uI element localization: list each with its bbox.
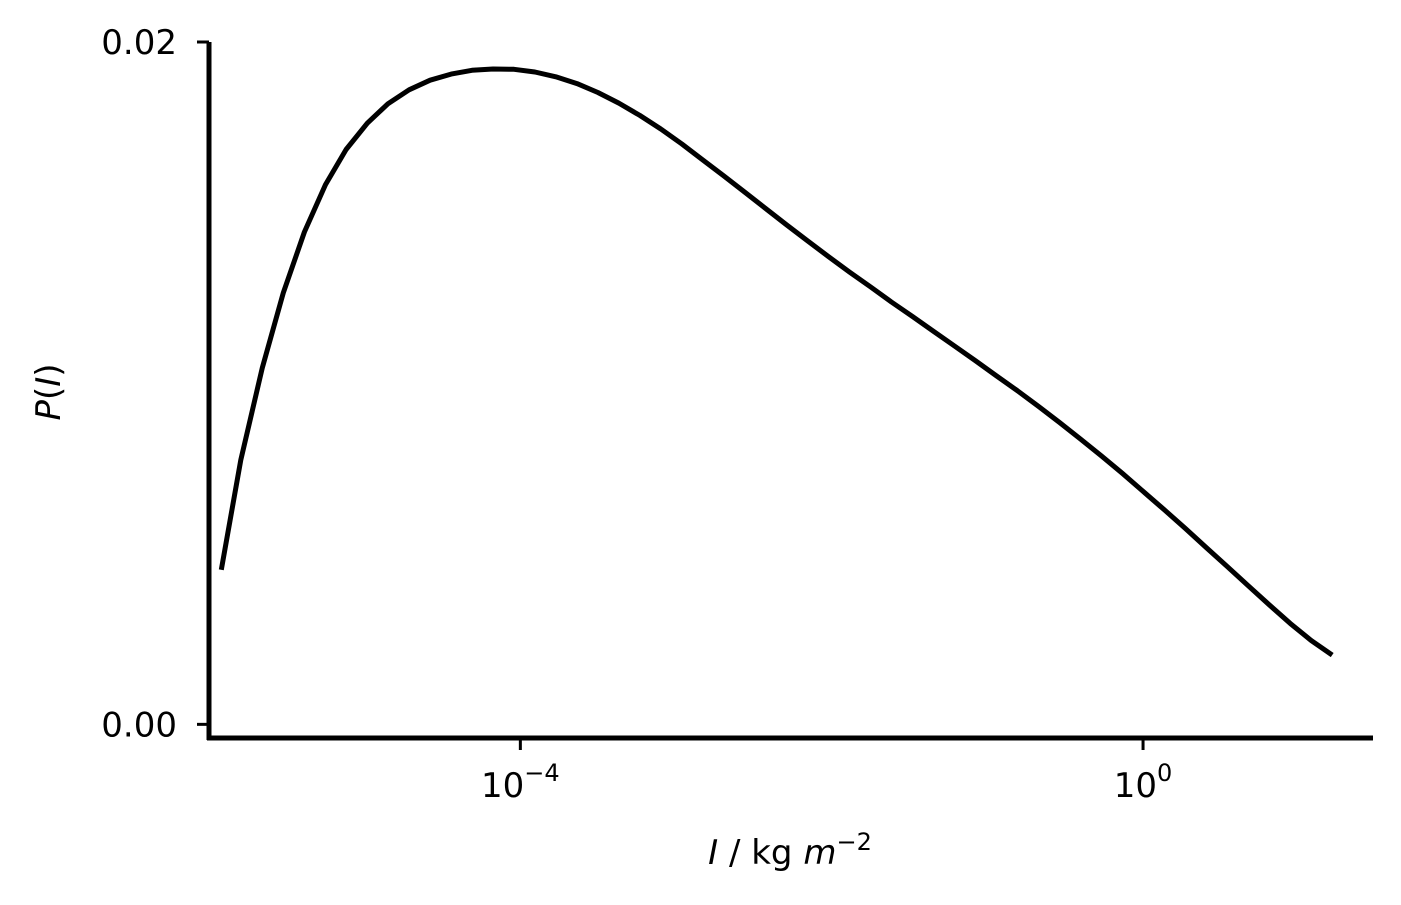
plot-area — [218, 66, 1334, 658]
x-tick-label: 100 — [1114, 759, 1173, 806]
x-axis-label-text: / kg — [718, 833, 803, 873]
y-tick-label: 0.00 — [101, 705, 177, 745]
x-tick-label-exp: −4 — [524, 759, 559, 787]
x-axis-label-var: I — [708, 833, 718, 873]
y-axis-label-paren-open: ( — [29, 387, 69, 400]
y-axis-label-close: ) — [29, 363, 69, 376]
y-axis-label-var: I — [29, 377, 69, 387]
x-axis-label-unit-exp: −2 — [836, 828, 871, 856]
x-tick-label: 10−4 — [481, 759, 560, 806]
x-axis-label: I / kg m−2 — [708, 828, 872, 873]
y-axis-label: P(I) — [29, 363, 69, 420]
axes — [206, 42, 1373, 741]
x-tick-label-base: 10 — [1114, 766, 1157, 806]
series-line-0 — [218, 66, 1334, 658]
y-tick-label: 0.02 — [101, 23, 177, 63]
x-tick-label-exp: 0 — [1157, 759, 1172, 787]
x-axis-label-unit-var: m — [803, 833, 836, 873]
y-axis-label-open: P — [29, 400, 69, 421]
x-tick-label-base: 10 — [481, 766, 524, 806]
